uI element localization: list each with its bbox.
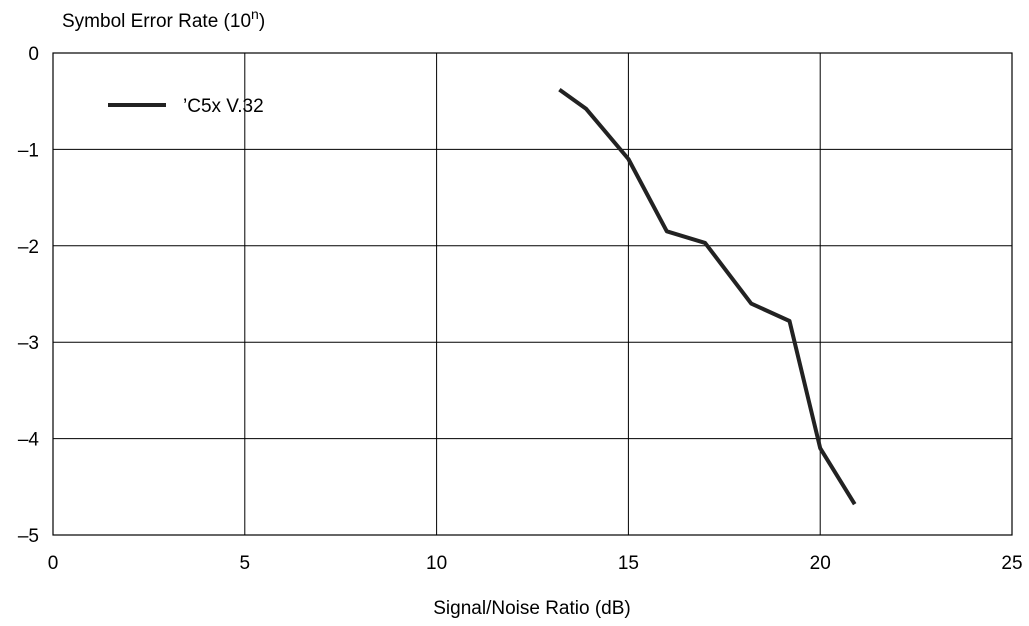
y-tick-label-0: 0 xyxy=(28,44,39,65)
series-layer xyxy=(558,87,857,506)
plot-frame xyxy=(52,52,1013,536)
y-axis-label-exponent: n xyxy=(251,6,259,22)
x-tick-label-2: 10 xyxy=(426,553,447,574)
legend: ’C5x V.32 xyxy=(108,96,264,117)
legend-label-0: ’C5x V.32 xyxy=(183,96,264,117)
y-axis-label-main: Symbol Error Rate (10 xyxy=(62,11,251,32)
x-tick-label-0: 0 xyxy=(48,553,59,574)
x-tick-label-4: 20 xyxy=(810,553,831,574)
x-tick-label-1: 5 xyxy=(240,553,251,574)
y-tick-label-5: –5 xyxy=(18,526,39,547)
grid xyxy=(53,53,1012,535)
x-tick-label-5: 25 xyxy=(1001,553,1022,574)
y-axis-label-suffix: ) xyxy=(259,11,265,32)
x-axis-label: Signal/Noise Ratio (dB) xyxy=(433,598,630,619)
y-tick-label-1: –1 xyxy=(18,140,39,161)
y-axis-label: Symbol Error Rate (10n) xyxy=(62,6,265,32)
y-tick-label-2: –2 xyxy=(18,237,39,258)
series-line-0 xyxy=(558,87,857,506)
y-tick-label-4: –4 xyxy=(18,430,40,451)
y-tick-label-3: –3 xyxy=(18,333,39,354)
x-tick-label-3: 15 xyxy=(618,553,639,574)
tick-labels: 0 5 10 15 20 25 0 –1 –2 –3 –4 –5 xyxy=(18,44,1023,574)
